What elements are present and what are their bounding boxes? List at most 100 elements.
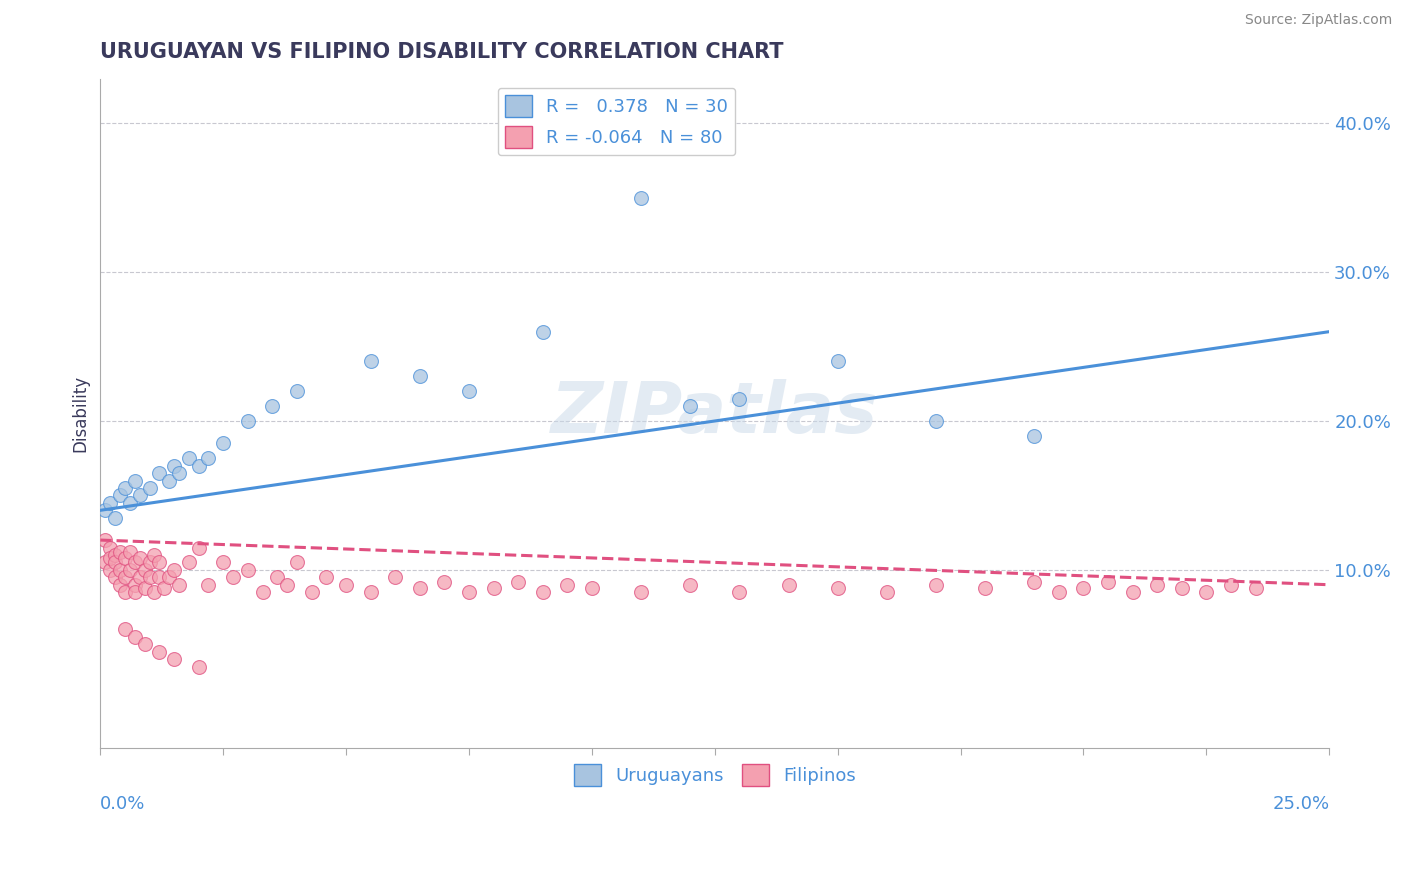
Point — [197, 451, 219, 466]
Point — [285, 384, 308, 399]
Point — [114, 585, 136, 599]
Point — [118, 496, 141, 510]
Point — [124, 555, 146, 569]
Text: ZIPatlas: ZIPatlas — [551, 379, 879, 448]
Point — [1171, 581, 1194, 595]
Point — [124, 474, 146, 488]
Point — [98, 563, 121, 577]
Point — [301, 585, 323, 599]
Point — [212, 555, 235, 569]
Point — [114, 550, 136, 565]
Point — [143, 548, 166, 562]
Legend: Uruguayans, Filipinos: Uruguayans, Filipinos — [567, 756, 863, 793]
Point — [508, 574, 530, 589]
Y-axis label: Disability: Disability — [72, 375, 89, 452]
Point — [212, 436, 235, 450]
Point — [728, 585, 751, 599]
Point — [581, 581, 603, 595]
Point — [276, 578, 298, 592]
Point — [679, 578, 702, 592]
Point — [157, 570, 180, 584]
Point — [94, 555, 117, 569]
Point — [104, 510, 127, 524]
Point — [1024, 574, 1046, 589]
Point — [1073, 581, 1095, 595]
Point — [148, 466, 170, 480]
Point — [108, 578, 131, 592]
Point — [104, 548, 127, 562]
Point — [157, 474, 180, 488]
Point — [114, 481, 136, 495]
Point — [98, 541, 121, 555]
Point — [1219, 578, 1241, 592]
Point — [104, 555, 127, 569]
Point — [433, 574, 456, 589]
Point — [531, 585, 554, 599]
Point — [177, 555, 200, 569]
Text: 0.0%: 0.0% — [100, 796, 146, 814]
Point — [163, 652, 186, 666]
Point — [409, 369, 432, 384]
Point — [167, 466, 190, 480]
Point — [108, 488, 131, 502]
Point — [187, 659, 209, 673]
Point — [138, 555, 160, 569]
Point — [134, 581, 156, 595]
Point — [1097, 574, 1119, 589]
Point — [148, 570, 170, 584]
Point — [252, 585, 274, 599]
Point — [128, 488, 150, 502]
Point — [134, 563, 156, 577]
Point — [285, 555, 308, 569]
Point — [128, 550, 150, 565]
Point — [827, 354, 849, 368]
Point — [384, 570, 406, 584]
Point — [531, 325, 554, 339]
Point — [128, 570, 150, 584]
Point — [827, 581, 849, 595]
Point — [124, 630, 146, 644]
Point — [679, 399, 702, 413]
Point — [114, 623, 136, 637]
Point — [236, 414, 259, 428]
Point — [925, 414, 948, 428]
Point — [1122, 585, 1144, 599]
Point — [138, 570, 160, 584]
Point — [98, 496, 121, 510]
Point — [187, 458, 209, 473]
Point — [1195, 585, 1218, 599]
Point — [728, 392, 751, 406]
Point — [118, 545, 141, 559]
Point — [236, 563, 259, 577]
Point — [163, 458, 186, 473]
Point — [360, 354, 382, 368]
Point — [94, 503, 117, 517]
Point — [1047, 585, 1070, 599]
Point — [124, 585, 146, 599]
Point — [974, 581, 997, 595]
Point — [148, 555, 170, 569]
Point — [335, 578, 357, 592]
Point — [167, 578, 190, 592]
Point — [108, 563, 131, 577]
Point — [778, 578, 800, 592]
Point — [98, 550, 121, 565]
Point — [104, 570, 127, 584]
Point — [262, 399, 284, 413]
Point — [143, 585, 166, 599]
Point — [925, 578, 948, 592]
Point — [1244, 581, 1267, 595]
Point — [1024, 429, 1046, 443]
Point — [177, 451, 200, 466]
Point — [409, 581, 432, 595]
Point — [197, 578, 219, 592]
Text: 25.0%: 25.0% — [1272, 796, 1329, 814]
Point — [876, 585, 898, 599]
Point — [630, 585, 652, 599]
Point — [108, 545, 131, 559]
Point — [163, 563, 186, 577]
Point — [114, 570, 136, 584]
Point — [187, 541, 209, 555]
Point — [134, 637, 156, 651]
Point — [148, 645, 170, 659]
